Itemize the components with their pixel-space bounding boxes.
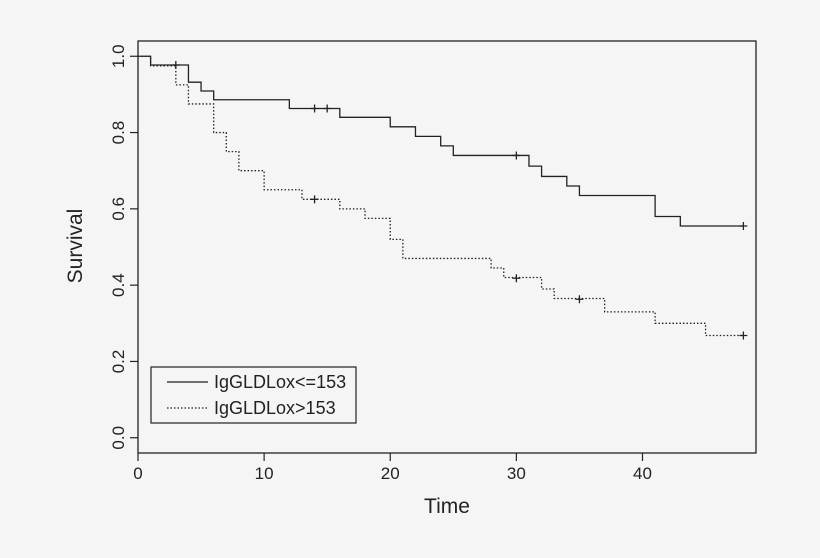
censor-mark: [575, 295, 584, 304]
censor-mark: [310, 104, 319, 113]
x-tick-label: 20: [381, 464, 400, 483]
y-tick-label: 0.2: [109, 350, 128, 374]
censor-mark: [310, 195, 319, 204]
censor-mark: [512, 151, 521, 160]
y-tick-label: 0.4: [109, 273, 128, 297]
legend: IgGLDLox<=153 IgGLDLox>153: [150, 366, 357, 424]
censor-mark: [512, 274, 521, 283]
y-axis: 0.0 0.2 0.4 0.6 0.8 1.0: [109, 44, 138, 450]
legend-box: [150, 366, 357, 424]
x-tick-label: 0: [133, 464, 142, 483]
y-tick-label: 0.0: [109, 426, 128, 450]
censor-mark: [739, 222, 748, 231]
censor-marks: [171, 61, 748, 340]
censor-mark: [739, 331, 748, 340]
series-layer: [138, 55, 744, 337]
x-tick-label: 40: [633, 464, 652, 483]
y-tick-label: 1.0: [109, 44, 128, 68]
series-line-0: [138, 55, 744, 227]
x-tick-label: 30: [507, 464, 526, 483]
y-axis-title: Survival: [64, 209, 87, 284]
x-axis-title: Time: [424, 495, 470, 518]
y-tick-label: 0.6: [109, 197, 128, 221]
x-axis: 0 10 20 30 40: [133, 453, 652, 483]
x-tick-label: 10: [255, 464, 274, 483]
plot-frame: [137, 40, 757, 454]
censor-mark: [323, 104, 332, 113]
y-tick-label: 0.8: [109, 121, 128, 145]
censor-mark: [171, 61, 180, 70]
legend-label-low: IgGLDLox<=153: [214, 372, 346, 392]
legend-label-high: IgGLDLox>153: [214, 398, 336, 418]
